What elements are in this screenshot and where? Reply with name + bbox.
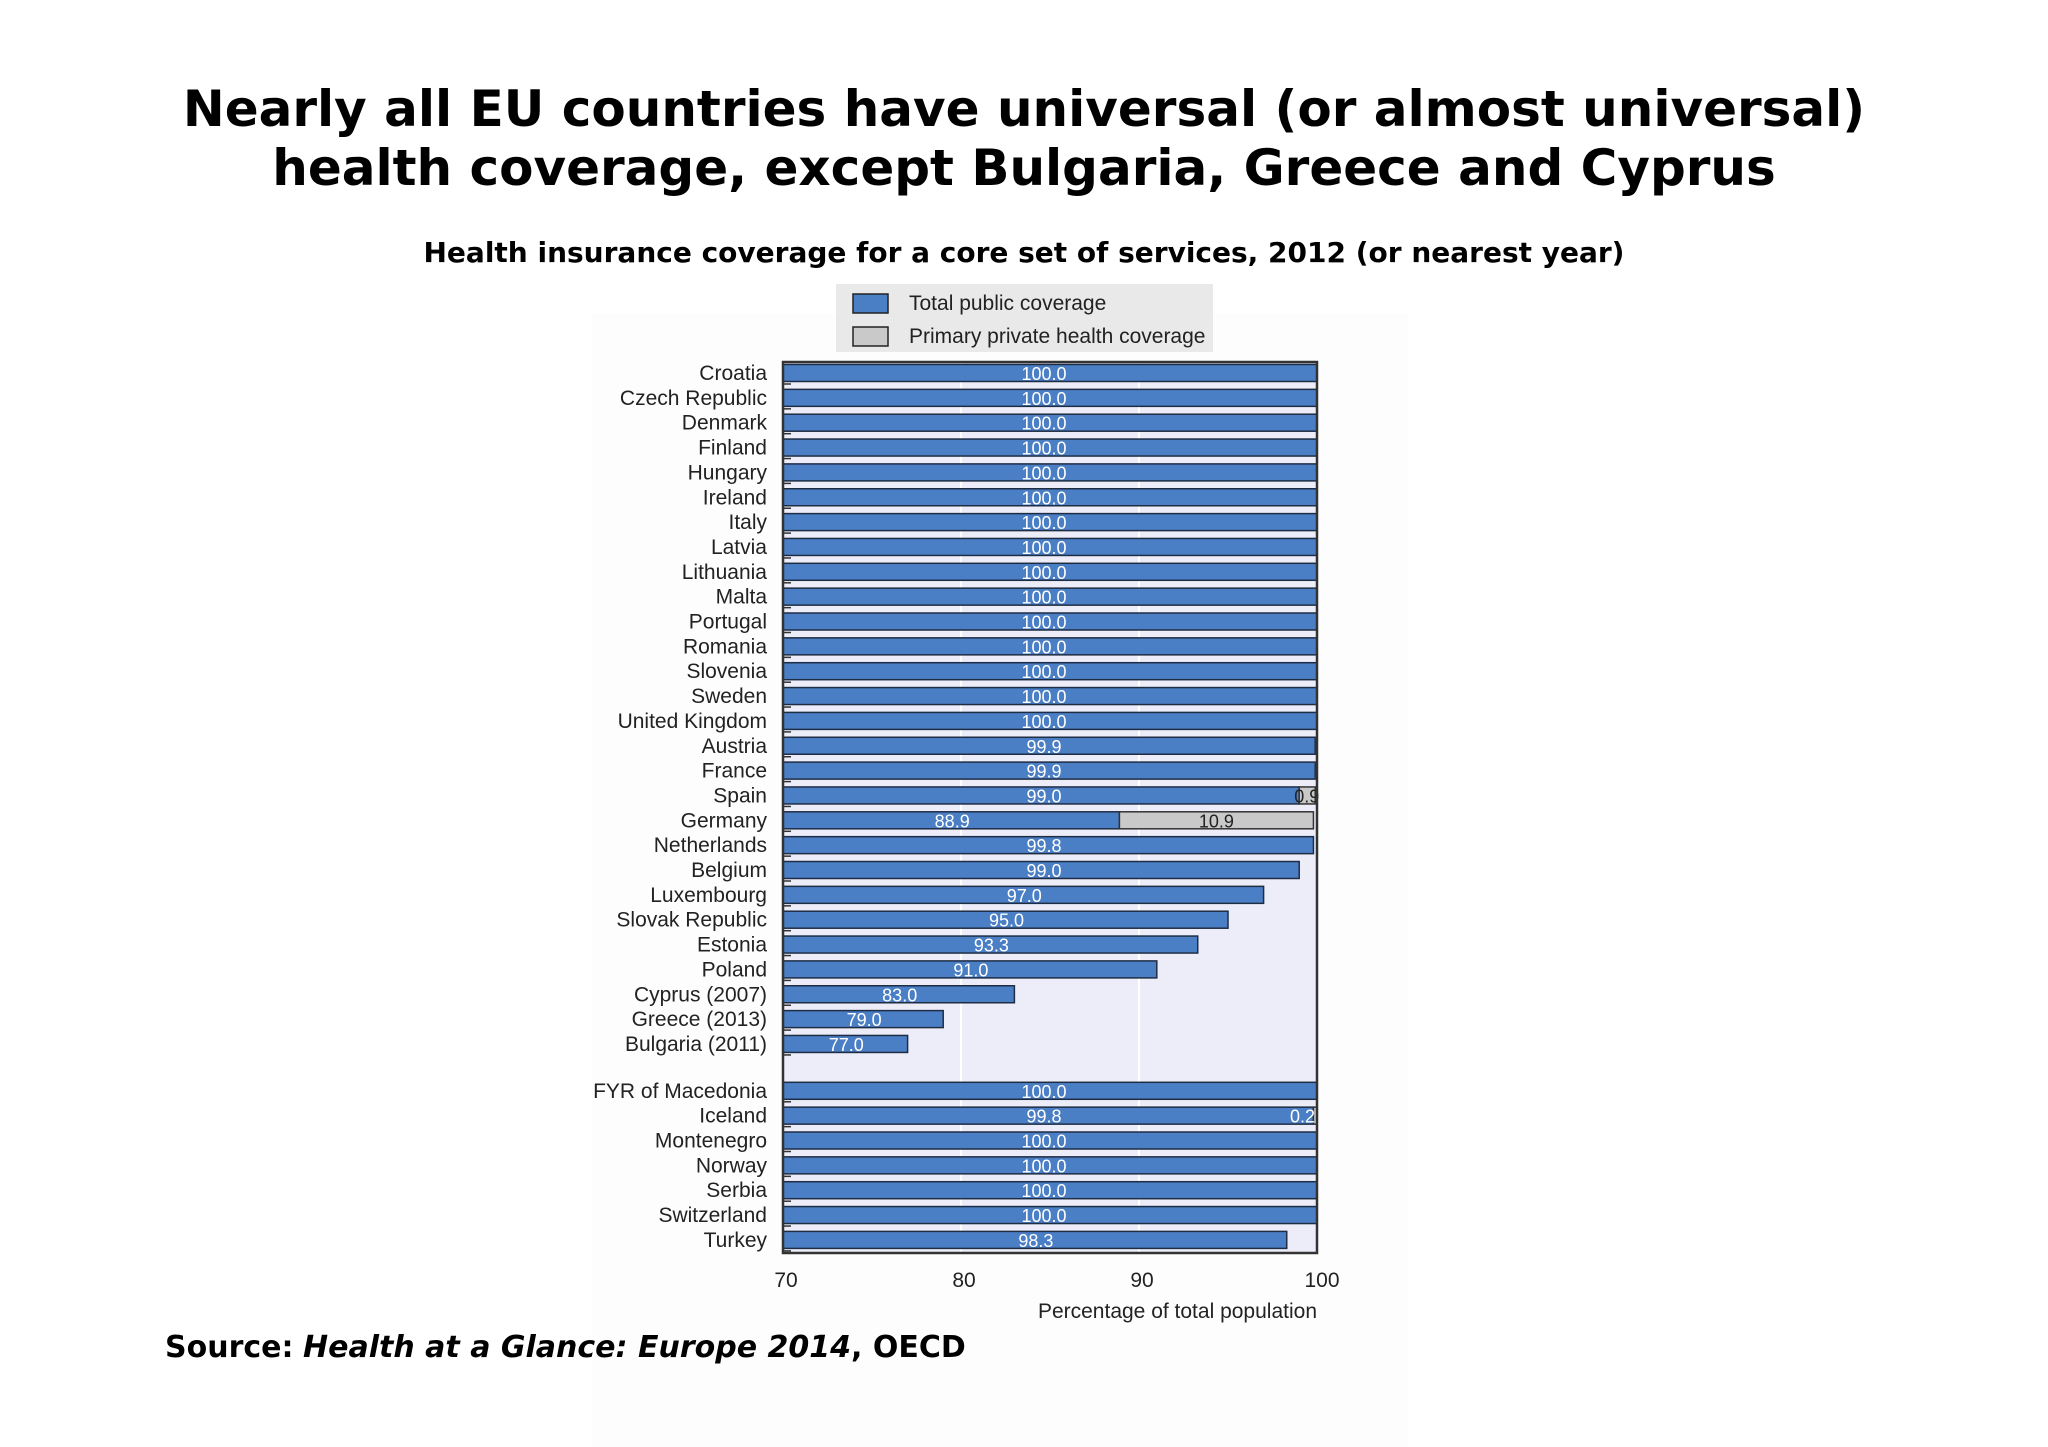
category-label: Czech Republic [620,387,767,410]
source-note: Source: Health at a Glance: Europe 2014,… [165,1330,966,1365]
data-label-public: 98.3 [1018,1231,1053,1251]
category-label: Bulgaria (2011) [625,1033,767,1056]
category-label: Germany [681,809,768,832]
data-label-public: 100.0 [1021,364,1066,384]
data-label-public: 99.0 [1026,861,1061,881]
category-label: Slovak Republic [616,909,767,932]
data-label-public: 100.0 [1021,463,1066,483]
data-label-public: 91.0 [953,960,988,980]
category-label: Ireland [703,486,767,509]
category-label: Switzerland [658,1204,767,1227]
category-label: Norway [696,1154,768,1177]
x-tick-label-90: 90 [1130,1269,1153,1292]
data-label-public: 83.0 [882,985,917,1005]
data-label-public: 99.9 [1026,762,1061,782]
category-label: Lithuania [682,561,768,584]
category-label: France [702,760,767,783]
category-label: Denmark [682,412,768,435]
data-label-public: 88.9 [935,811,970,831]
source-title: Health at a Glance: Europe 2014 [303,1330,851,1365]
data-label-private: 0.9 [1294,786,1319,806]
plot-area [783,362,1317,1253]
category-label: Sweden [691,685,767,708]
category-label: Slovenia [686,660,767,683]
legend-label-2: Primary private health coverage [909,325,1205,348]
category-label: Turkey [704,1229,768,1252]
category-label: Finland [698,437,767,460]
data-label-public: 79.0 [847,1010,882,1030]
data-label-public: 100.0 [1021,513,1066,533]
category-label: Montenegro [655,1130,767,1153]
legend-swatch-1 [852,293,889,314]
bar-private [1298,786,1316,805]
data-label-public: 100.0 [1021,414,1066,434]
category-label: Cyprus (2007) [634,983,767,1006]
source-label: Source: [165,1330,294,1365]
x-tick-label-70: 70 [774,1269,797,1292]
category-label: Latvia [711,536,767,559]
category-label: Malta [716,586,768,609]
category-label: Austria [702,735,768,758]
category-label: Spain [713,784,767,807]
category-label: Estonia [697,934,767,957]
data-label-public: 100.0 [1021,662,1066,682]
data-label-public: 100.0 [1021,1132,1066,1152]
data-label-public: 100.0 [1021,1082,1066,1102]
data-label-public: 93.3 [974,936,1009,956]
category-label: Italy [728,511,767,534]
category-label: United Kingdom [618,710,767,733]
category-label: Netherlands [654,834,767,857]
x-tick-label-80: 80 [952,1269,975,1292]
data-label-public: 100.0 [1021,637,1066,657]
category-label: Poland [702,958,767,981]
source-org: , OECD [851,1330,966,1365]
x-tick-label-100: 100 [1304,1269,1339,1292]
plot-frame [781,360,1319,1255]
category-label: Croatia [699,362,767,385]
bar-private [1118,811,1315,830]
data-label-public: 100.0 [1021,563,1066,583]
data-label-public: 99.8 [1026,1107,1061,1127]
data-label-public: 100.0 [1021,488,1066,508]
data-label-public: 100.0 [1021,613,1066,633]
data-label-public: 100.0 [1021,1181,1066,1201]
data-label-public: 97.0 [1007,886,1042,906]
category-label: Hungary [688,461,768,484]
legend-label-1: Total public coverage [909,292,1106,315]
data-label-public: 100.0 [1021,687,1066,707]
data-label-public: 100.0 [1021,1156,1066,1176]
legend-box [836,284,1213,352]
data-label-private: 0.2 [1290,1107,1315,1127]
category-label: Greece (2013) [632,1008,767,1031]
chart-title: Health insurance coverage for a core set… [423,236,1625,269]
data-label-public: 77.0 [829,1035,864,1055]
data-label-public: 100.0 [1021,439,1066,459]
category-label: Romania [683,635,767,658]
data-label-public: 95.0 [989,911,1024,931]
data-label-public: 99.9 [1026,737,1061,757]
data-label-public: 100.0 [1021,712,1066,732]
slide-title-line-1: Nearly all EU countries have universal (… [182,80,1866,138]
legend-swatch-2 [852,326,889,347]
data-label-public: 100.0 [1021,389,1066,409]
slide-title-line-2: health coverage, except Bulgaria, Greece… [272,139,1776,197]
data-label-public: 100.0 [1021,588,1066,608]
data-label-private: 10.9 [1199,811,1234,831]
data-label-public: 99.8 [1026,836,1061,856]
category-label: Iceland [699,1105,767,1128]
data-label-public: 99.0 [1026,786,1061,806]
category-label: Belgium [691,859,767,882]
x-axis-label: Percentage of total population [1038,1300,1317,1323]
category-label: Luxembourg [650,884,767,907]
category-label: Portugal [689,611,767,634]
category-label: FYR of Macedonia [593,1080,767,1103]
data-label-public: 100.0 [1021,538,1066,558]
category-label: Serbia [706,1179,767,1202]
slide-title: Nearly all EU countries have universal (… [0,80,2048,198]
data-label-public: 100.0 [1021,1206,1066,1226]
